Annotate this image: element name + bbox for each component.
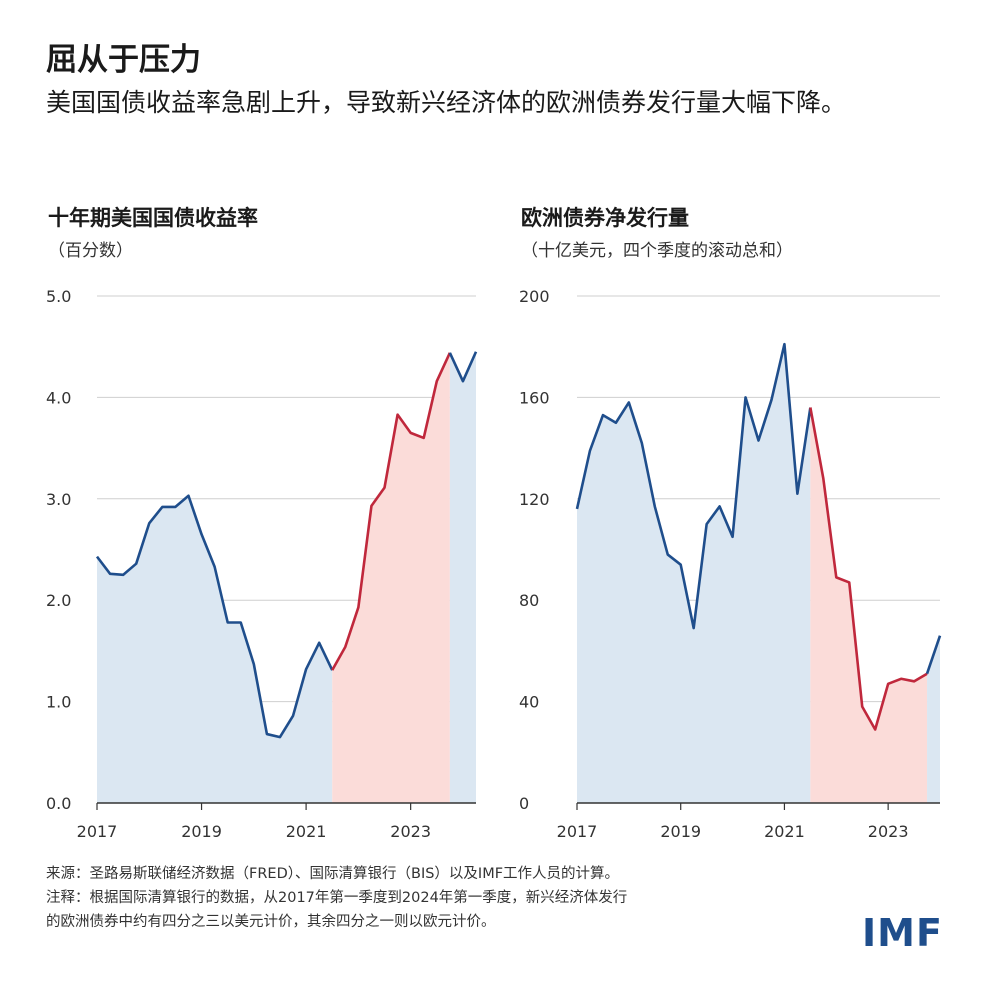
right-line-red	[809, 407, 928, 731]
right-y-tick-label: 120	[519, 490, 550, 509]
right-x-tick-label: 2023	[868, 822, 909, 841]
right-blue-area-before	[577, 344, 811, 803]
left-y-tick-label: 4.0	[46, 388, 71, 407]
left-blue-area-before	[97, 495, 333, 803]
footnote-line-2: 的欧洲债券中约有四分之三以美元计价，其余四分之一则以欧元计价。	[46, 914, 496, 930]
figure-title: 屈从于压力	[46, 42, 201, 78]
left-blue-area-after	[449, 351, 476, 803]
right-red-area	[810, 407, 928, 803]
right-y-tick-label: 0	[519, 794, 529, 813]
left-y-tick-label: 2.0	[46, 591, 71, 610]
right-chart-subtitle: （十亿美元，四个季度的滚动总和）	[521, 241, 793, 261]
right-line-before	[575, 342, 812, 630]
left-chart-subtitle: （百分数）	[48, 241, 133, 261]
left-x-tick-label: 2021	[286, 822, 327, 841]
right-blue-area-after	[927, 635, 940, 803]
left-y-tick-label: 0.0	[46, 794, 71, 813]
right-chart-title: 欧洲债券净发行量	[521, 206, 689, 230]
right-y-tick-label: 80	[519, 591, 539, 610]
left-line-before	[95, 494, 334, 739]
right-line-after	[925, 635, 942, 675]
left-chart-title: 十年期美国国债收益率	[48, 206, 258, 230]
left-line-after	[448, 351, 478, 383]
right-y-tick-label: 160	[519, 388, 550, 407]
left-line-red	[331, 352, 452, 671]
footnote-line-1: 注释：根据国际清算银行的数据，从2017年第一季度到2024年第一季度，新兴经济…	[46, 890, 628, 906]
left-y-tick-label: 3.0	[46, 490, 71, 509]
right-x-tick-label: 2017	[557, 822, 598, 841]
figure-subtitle: 美国国债收益率急剧上升，导致新兴经济体的欧洲债券发行量大幅下降。	[46, 88, 847, 117]
right-y-tick-label: 200	[519, 287, 550, 306]
left-x-tick-label: 2019	[181, 822, 222, 841]
right-x-tick-label: 2019	[660, 822, 701, 841]
left-y-tick-label: 1.0	[46, 693, 71, 712]
right-x-tick-label: 2021	[764, 822, 805, 841]
source-note: 来源：圣路易斯联储经济数据（FRED）、国际清算银行（BIS）以及IMF工作人员…	[46, 866, 620, 882]
left-x-tick-label: 2023	[390, 822, 431, 841]
imf-logo: IMF	[862, 911, 943, 955]
right-y-tick-label: 40	[519, 693, 539, 712]
left-y-tick-label: 5.0	[46, 287, 71, 306]
left-x-tick-label: 2017	[77, 822, 118, 841]
left-red-area	[332, 352, 450, 803]
